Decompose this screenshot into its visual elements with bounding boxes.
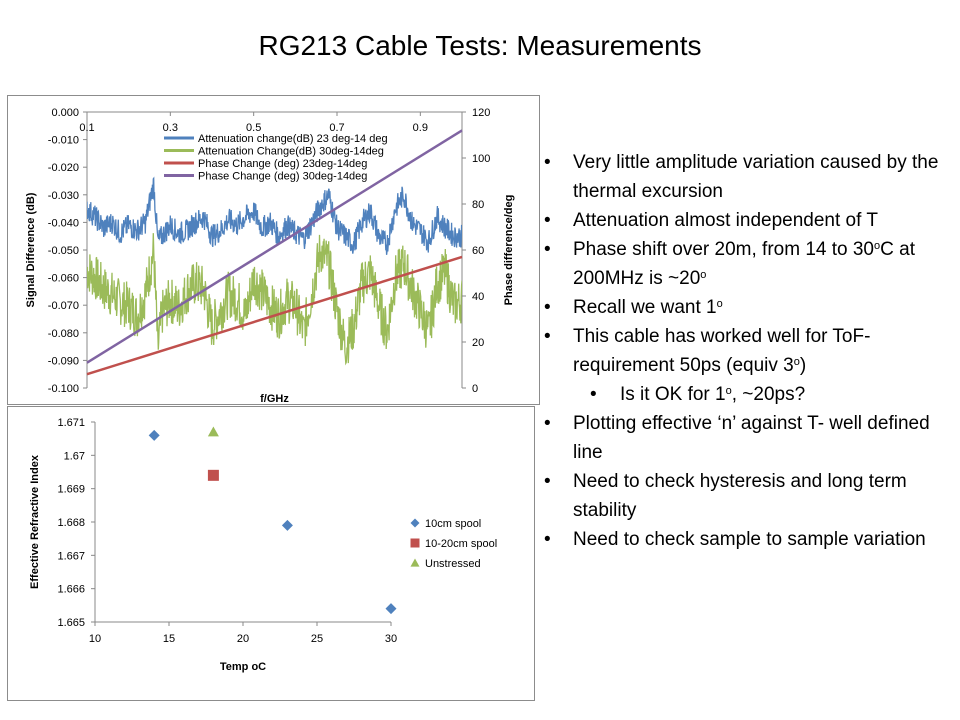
y2-axis-title: Phase difference/deg [503, 195, 515, 306]
y2-tick-label: 20 [472, 337, 484, 349]
legend-label: Attenuation Change(dB) 30deg-14deg [198, 146, 384, 158]
x-tick-label: 0.7 [329, 122, 344, 134]
y-tick-label: 1.671 [57, 417, 85, 429]
y-axis-title: Signal Difference (dB) [25, 192, 37, 307]
y2-tick-label: 100 [472, 153, 490, 165]
y-tick-label: -0.040 [48, 217, 79, 229]
legend-label: Unstressed [425, 558, 481, 570]
series-phase-30 [86, 129, 463, 364]
legend-label: 10cm spool [425, 518, 481, 530]
y2-tick-label: 60 [472, 245, 484, 257]
data-point [148, 429, 160, 441]
y-tick-label: 1.667 [57, 550, 85, 562]
y-tick-label: 1.666 [57, 584, 85, 596]
x-tick-label: 15 [163, 633, 175, 645]
x-tick-label: 30 [385, 633, 397, 645]
y-tick-label: -0.080 [48, 328, 79, 340]
phase-attenuation-chart: 0.000 -0.010 -0.020 -0.030 -0.040 -0.050 -0.06… [7, 95, 540, 405]
x-tick-label: 20 [237, 633, 249, 645]
y-axis-title: Effective Refractive Index [29, 454, 41, 589]
bullet-item: Need to check sample to sample variation [544, 525, 953, 554]
bullet-item: This cable has worked well for ToF- requ… [544, 322, 953, 380]
legend-label: Phase Change (deg) 30deg-14deg [198, 171, 367, 183]
y-tick-label: -0.070 [48, 300, 79, 312]
bullet-item: Is it OK for 1o, ~20ps? [548, 380, 953, 409]
y2-tick-label: 40 [472, 291, 484, 303]
x-tick-label: 0.9 [413, 122, 428, 134]
y-tick-label: 1.67 [64, 450, 85, 462]
data-point [207, 426, 219, 437]
bullet-item: Recall we want 1o [544, 293, 953, 322]
bullet-item: Attenuation almost independent of T [544, 206, 953, 235]
x-axis-title: Temp oC [220, 661, 266, 673]
y-tick-label: -0.010 [48, 135, 79, 147]
refractive-index-chart: 1.671 1.67 1.669 1.668 1.667 1.666 1.665 10 15 20… [7, 406, 535, 701]
x-tick-label: 0.1 [79, 122, 94, 134]
y-tick-label: 0.000 [51, 107, 79, 119]
x-tick-label: 25 [311, 633, 323, 645]
y2-tick-label: 120 [472, 107, 490, 119]
y-tick-label: -0.050 [48, 245, 79, 257]
y-tick-label: -0.100 [48, 383, 79, 395]
slide-title: RG213 Cable Tests: Measurements [258, 30, 702, 61]
data-point [207, 469, 219, 481]
y-tick-label: -0.060 [48, 273, 79, 285]
y2-tick-label: 0 [472, 383, 478, 395]
y-tick-label: -0.030 [48, 190, 79, 202]
y2-tick-label: 80 [472, 199, 484, 211]
legend-marker [410, 518, 420, 528]
y-tick-label: 1.665 [57, 617, 85, 629]
x-tick-label: 10 [89, 633, 101, 645]
legend-label: Attenuation change(dB) 23 deg-14 deg [198, 133, 388, 145]
y-tick-label: 1.669 [57, 484, 85, 496]
bullet-item: Phase shift over 20m, from 14 to 30oC at… [544, 235, 953, 293]
bullet-item: Very little amplitude variation caused b… [544, 148, 953, 206]
legend-marker [410, 538, 420, 548]
bullet-item: Plotting effective ‘n’ against T- well d… [544, 409, 953, 467]
y-tick-label: -0.020 [48, 162, 79, 174]
chart-2-svg: 1.671 1.67 1.669 1.668 1.667 1.666 1.665 10 15 20… [29, 417, 497, 673]
x-tick-label: 0.5 [246, 122, 261, 134]
data-point [385, 603, 397, 615]
legend-label: 10-20cm spool [425, 538, 497, 550]
y-tick-label: -0.090 [48, 355, 79, 367]
data-point [281, 519, 293, 531]
bullet-item: Need to check hysteresis and long term s… [544, 467, 953, 525]
series-attenuation-23 [87, 176, 462, 255]
bullet-list: Very little amplitude variation caused b… [544, 148, 953, 554]
legend-marker [410, 558, 420, 567]
chart-1-svg: 0.000 -0.010 -0.020 -0.030 -0.040 -0.050 -0.06… [25, 107, 515, 404]
y-tick-label: 1.668 [57, 517, 85, 529]
x-tick-label: 0.3 [163, 122, 178, 134]
series-phase-23 [86, 255, 463, 376]
series-attenuation-30 [87, 233, 462, 366]
legend-label: Phase Change (deg) 23deg-14deg [198, 158, 367, 170]
x-axis-title: f/GHz [260, 393, 289, 404]
